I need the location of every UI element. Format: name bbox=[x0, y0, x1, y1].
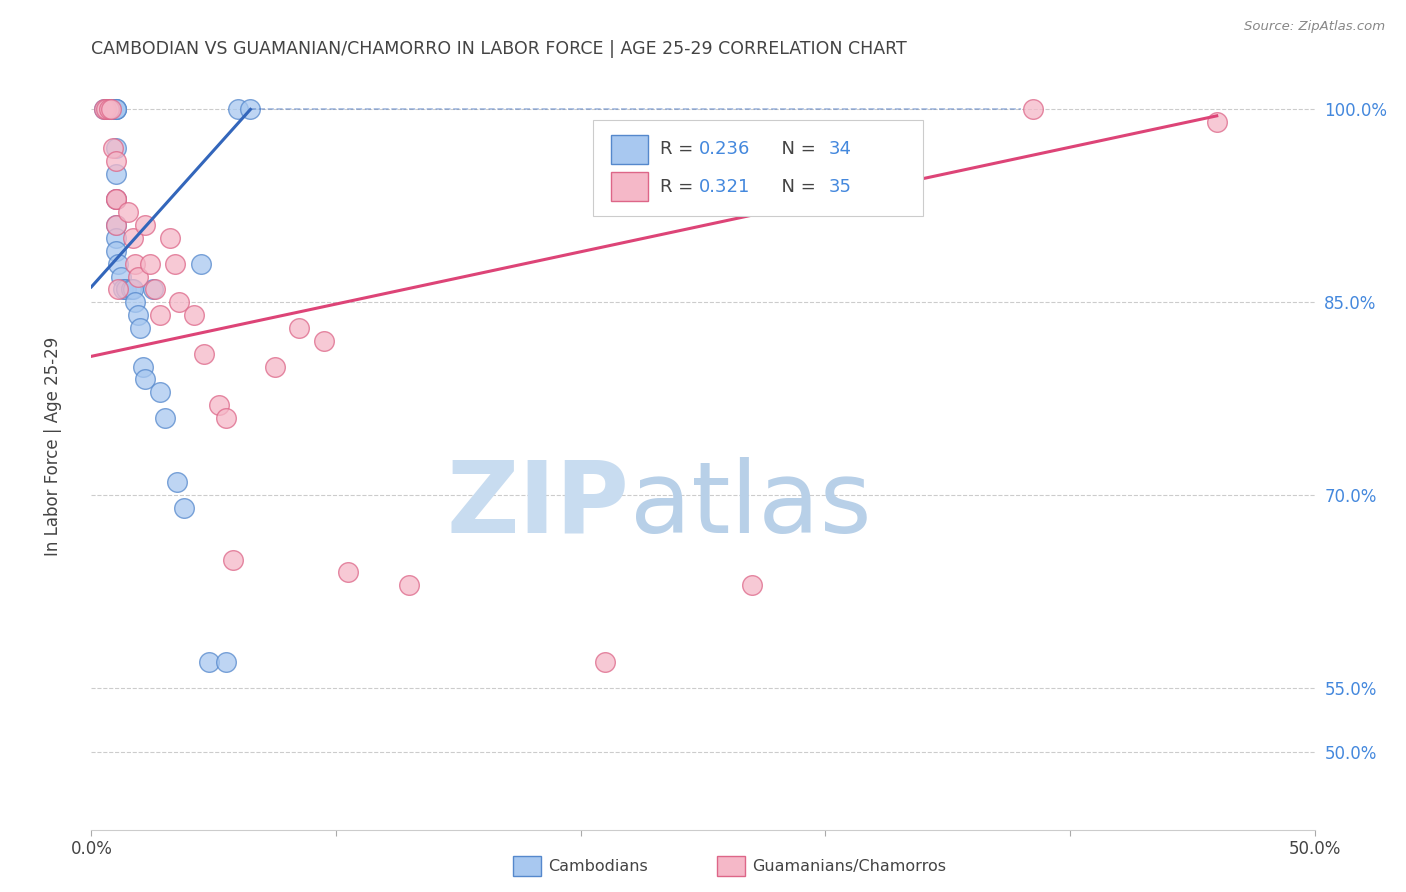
Point bbox=[129, 321, 152, 335]
Point bbox=[398, 578, 420, 592]
Point bbox=[127, 308, 149, 322]
FancyBboxPatch shape bbox=[612, 135, 648, 164]
Point bbox=[104, 193, 127, 207]
Point bbox=[288, 321, 311, 335]
Point bbox=[153, 411, 176, 425]
Point bbox=[226, 103, 249, 117]
Point bbox=[132, 359, 155, 374]
Point bbox=[193, 347, 215, 361]
Point bbox=[312, 334, 335, 348]
Text: 0.321: 0.321 bbox=[699, 178, 751, 196]
Point bbox=[97, 103, 120, 117]
Point bbox=[239, 103, 262, 117]
Point bbox=[124, 257, 146, 271]
Point bbox=[198, 656, 221, 670]
Point bbox=[93, 103, 115, 117]
Text: In Labor Force | Age 25-29: In Labor Force | Age 25-29 bbox=[45, 336, 62, 556]
Point bbox=[166, 475, 188, 490]
Point bbox=[149, 385, 172, 400]
Text: Guamanians/Chamorros: Guamanians/Chamorros bbox=[752, 859, 946, 873]
Point bbox=[112, 282, 135, 296]
Text: N =: N = bbox=[770, 178, 821, 196]
Point bbox=[104, 103, 127, 117]
Point bbox=[107, 282, 129, 296]
Point bbox=[117, 205, 139, 219]
Text: atlas: atlas bbox=[630, 457, 872, 554]
Point bbox=[741, 578, 763, 592]
Text: 0.236: 0.236 bbox=[699, 140, 751, 158]
Point bbox=[122, 231, 145, 245]
Point bbox=[207, 398, 229, 412]
Point bbox=[104, 218, 127, 232]
Point bbox=[104, 231, 127, 245]
Point bbox=[110, 269, 132, 284]
Point bbox=[163, 257, 186, 271]
FancyBboxPatch shape bbox=[593, 120, 924, 216]
Point bbox=[143, 282, 166, 296]
Point bbox=[593, 656, 616, 670]
Point bbox=[104, 218, 127, 232]
Point bbox=[183, 308, 205, 322]
Point bbox=[134, 218, 156, 232]
Point bbox=[337, 566, 360, 580]
FancyBboxPatch shape bbox=[612, 172, 648, 202]
Point bbox=[104, 193, 127, 207]
Point bbox=[104, 153, 127, 168]
Point bbox=[141, 282, 163, 296]
Point bbox=[104, 167, 127, 181]
Point bbox=[104, 103, 127, 117]
Point bbox=[104, 193, 127, 207]
Text: 34: 34 bbox=[830, 140, 852, 158]
Point bbox=[149, 308, 172, 322]
Point bbox=[215, 656, 238, 670]
Point bbox=[173, 501, 195, 516]
Text: ZIP: ZIP bbox=[447, 457, 630, 554]
Point bbox=[100, 103, 122, 117]
Point bbox=[104, 103, 127, 117]
Point bbox=[127, 269, 149, 284]
Point bbox=[93, 103, 115, 117]
Point bbox=[94, 103, 117, 117]
Point bbox=[104, 244, 127, 258]
Point bbox=[104, 141, 127, 155]
Point bbox=[190, 257, 212, 271]
Point bbox=[169, 295, 191, 310]
Text: CAMBODIAN VS GUAMANIAN/CHAMORRO IN LABOR FORCE | AGE 25-29 CORRELATION CHART: CAMBODIAN VS GUAMANIAN/CHAMORRO IN LABOR… bbox=[91, 40, 907, 58]
Text: Cambodians: Cambodians bbox=[548, 859, 648, 873]
Point bbox=[97, 103, 120, 117]
Text: N =: N = bbox=[770, 140, 821, 158]
Point bbox=[120, 282, 142, 296]
Point bbox=[222, 552, 245, 566]
Point bbox=[159, 231, 181, 245]
Point bbox=[1205, 115, 1227, 129]
Text: Source: ZipAtlas.com: Source: ZipAtlas.com bbox=[1244, 20, 1385, 33]
Point bbox=[264, 359, 287, 374]
Text: R =: R = bbox=[661, 140, 699, 158]
Point bbox=[107, 257, 129, 271]
Point bbox=[1022, 103, 1045, 117]
Point bbox=[100, 103, 122, 117]
Point bbox=[122, 282, 145, 296]
Point bbox=[215, 411, 238, 425]
Point bbox=[124, 295, 146, 310]
Text: 35: 35 bbox=[830, 178, 852, 196]
Point bbox=[134, 372, 156, 386]
Text: R =: R = bbox=[661, 178, 699, 196]
Point bbox=[103, 141, 125, 155]
Point bbox=[103, 103, 125, 117]
Point bbox=[139, 257, 162, 271]
Point bbox=[114, 282, 136, 296]
